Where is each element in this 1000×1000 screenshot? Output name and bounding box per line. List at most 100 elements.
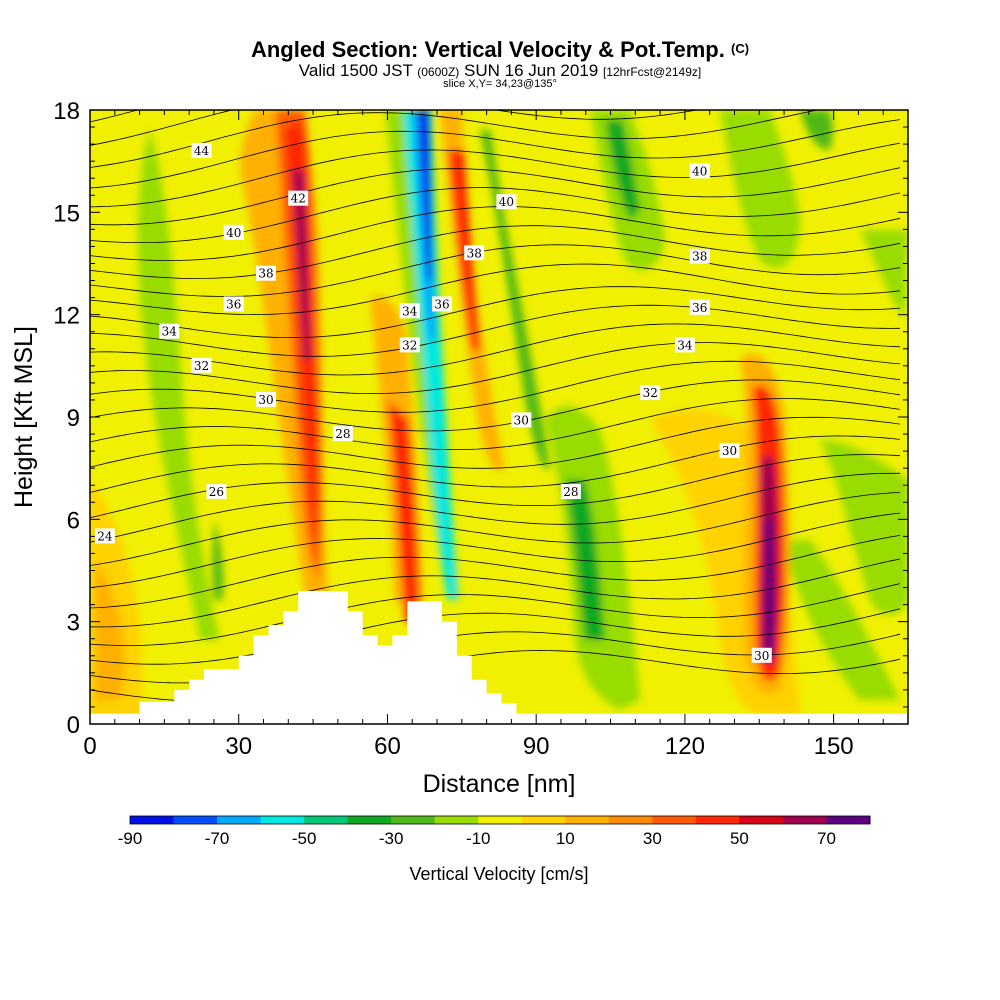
contour-label-text: 32 xyxy=(402,338,417,352)
field-blob xyxy=(720,110,800,268)
velocity-field xyxy=(90,110,908,724)
contour-label-box xyxy=(159,323,180,339)
y-axis-label: Height [Kft MSL] xyxy=(10,326,38,508)
field-blob xyxy=(285,120,317,540)
colorbar-swatch xyxy=(260,816,305,824)
x-tick-label: 120 xyxy=(665,733,705,760)
isentrope-line xyxy=(90,492,901,566)
isentrope-line xyxy=(90,304,901,357)
x-tick-label: 30 xyxy=(225,733,252,760)
contour-label-text: 42 xyxy=(291,192,306,206)
contour-label: 30 xyxy=(511,412,532,428)
terrain-mask xyxy=(90,591,908,724)
y-tick-label: 18 xyxy=(53,98,80,125)
contour-label-text: 30 xyxy=(754,649,769,663)
contour-label-box xyxy=(223,224,244,240)
field-blob xyxy=(212,520,224,600)
colorbar-swatch xyxy=(652,816,697,824)
contour-label-text: 40 xyxy=(499,195,514,209)
contour-label-box xyxy=(674,337,695,353)
contour-label-text: 24 xyxy=(97,529,113,543)
contour-label: 36 xyxy=(689,299,710,315)
contour-label-box xyxy=(288,190,309,206)
forecast-info: [12hrFcst@2149z] xyxy=(602,65,702,79)
colorbar-frame xyxy=(129,815,871,825)
isentrope-line xyxy=(90,535,901,609)
contour-label-box xyxy=(751,647,772,663)
x-axis-label: Distance [nm] xyxy=(423,770,576,798)
contour-label-box xyxy=(223,296,244,312)
field-blob xyxy=(95,560,124,700)
colorbar-swatch xyxy=(782,816,827,824)
colorbar-swatch xyxy=(739,816,784,824)
contour-label: 36 xyxy=(431,296,452,312)
colorbar-swatch xyxy=(391,816,436,824)
colorbar-swatch xyxy=(478,816,523,824)
isentrope-line xyxy=(90,398,901,450)
y-tick-label: 0 xyxy=(67,712,80,739)
contour-label: 28 xyxy=(560,484,581,500)
colorbar-swatch xyxy=(565,816,610,824)
chart-title-suffix: (C) xyxy=(731,41,750,56)
contour-label-text: 34 xyxy=(677,338,693,352)
slice-info: slice X,Y= 34,23@135° xyxy=(443,78,557,90)
contour-label-text: 26 xyxy=(209,485,224,499)
contour-label-text: 28 xyxy=(335,427,350,441)
contour-label: 42 xyxy=(288,190,309,206)
isentrope-line xyxy=(90,110,820,168)
isentrope-line xyxy=(90,286,901,338)
colorbar: -90 -70 -50 -30 -10 10 30 50 70 xyxy=(118,815,871,848)
isentrope-line xyxy=(90,142,901,208)
x-tick-label: 90 xyxy=(523,733,550,760)
contour-label-text: 34 xyxy=(162,325,178,339)
contour-label: 32 xyxy=(640,385,661,401)
contour-label-box xyxy=(689,299,710,315)
colorbar-tick-label: -10 xyxy=(466,829,491,848)
contour-label-box xyxy=(431,296,452,312)
field-blob xyxy=(388,400,420,630)
isentrope-line xyxy=(90,225,901,279)
contour-label-box xyxy=(332,426,353,442)
isentrope-line xyxy=(90,583,901,647)
colorbar-tick-label: 50 xyxy=(730,829,749,848)
contour-label-box xyxy=(191,357,212,373)
potential-temperature-contours xyxy=(90,110,901,703)
contour-label-text: 38 xyxy=(467,246,482,260)
contour-label-text: 30 xyxy=(514,413,529,427)
contour-label-box xyxy=(464,245,485,261)
isentrope-line xyxy=(90,323,901,376)
y-tick-label: 6 xyxy=(67,507,80,534)
y-tick-label: 12 xyxy=(53,303,80,330)
contour-label-box xyxy=(689,163,710,179)
field-blob xyxy=(820,440,908,615)
x-tick-label: 60 xyxy=(374,733,401,760)
colorbar-swatch xyxy=(304,816,349,824)
x-tick-label: 150 xyxy=(814,733,854,760)
contour-label-text: 44 xyxy=(194,144,210,158)
contour-label: 44 xyxy=(191,142,212,158)
contour-label-box xyxy=(94,528,115,544)
contour-label: 38 xyxy=(689,248,710,264)
contour-label: 24 xyxy=(94,528,115,544)
colorbar-tick-label: 30 xyxy=(643,829,662,848)
contour-label-text: 36 xyxy=(692,301,707,315)
contour-label-text: 36 xyxy=(434,297,449,311)
colorbar-swatch xyxy=(521,816,566,824)
contour-label-text: 40 xyxy=(226,226,241,240)
contour-label-text: 38 xyxy=(692,250,707,264)
isentrope-line xyxy=(90,435,901,493)
contour-label: 34 xyxy=(674,337,695,353)
contour-label-text: 28 xyxy=(563,485,578,499)
contour-label-box xyxy=(689,248,710,264)
colorbar-label: Vertical Velocity [cm/s] xyxy=(409,864,588,884)
contour-label-box xyxy=(496,194,517,210)
contour-label-text: 38 xyxy=(258,267,273,281)
contour-label-text: 30 xyxy=(722,444,737,458)
field-blob xyxy=(800,110,833,150)
contour-label: 40 xyxy=(496,194,517,210)
colorbar-tick-label: -70 xyxy=(205,829,230,848)
contour-label: 40 xyxy=(689,163,710,179)
contour-label: 30 xyxy=(719,443,740,459)
contour-label-box xyxy=(191,142,212,158)
